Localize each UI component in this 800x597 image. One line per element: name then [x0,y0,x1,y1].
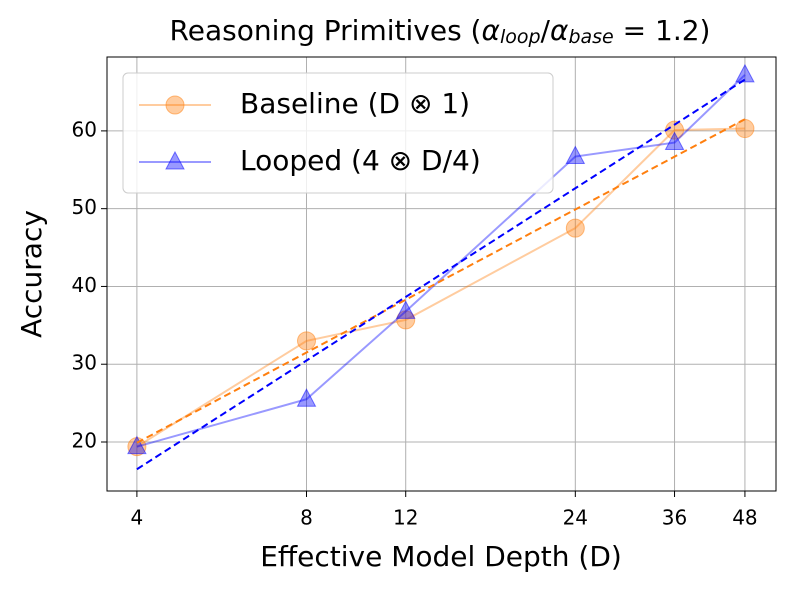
chart-title: Reasoning Primitives (αloop/αbase = 1.2) [170,14,711,48]
y-tick-label: 20 [72,429,97,453]
y-tick-label: 50 [72,195,97,219]
marker [735,119,755,139]
title-part: / [541,14,551,47]
marker [127,435,147,455]
title-part: Reasoning Primitives ( [170,14,482,47]
plot-frame [106,56,777,492]
marker [565,145,586,165]
x-axis-label: Effective Model Depth (D) [260,540,622,573]
y-tick-label: 30 [72,351,97,375]
legend-label: Looped (4 ⊗ D/4) [240,144,481,177]
legend-label: Baseline (D ⊗ 1) [240,87,470,120]
title-part: α [481,14,500,47]
legend-marker [165,95,185,115]
x-tick-label: 4 [131,506,144,530]
marker [565,218,585,238]
x-tick-label: 12 [393,506,418,530]
y-tick-label: 60 [72,117,97,141]
marker [296,331,316,351]
title-part: base [568,26,613,48]
y-axis-label: Accuracy [15,210,48,338]
marker [735,63,755,83]
series-line [136,127,745,448]
title-part: α [550,14,569,47]
marker [664,131,685,151]
marker [396,310,416,330]
series-line [136,74,746,448]
x-tick-label: 48 [732,506,757,530]
x-tick-label: 36 [662,506,687,530]
legend-marker [165,150,185,170]
legend-box [122,72,554,194]
title-part: loop [500,26,541,48]
marker [395,300,416,319]
trend-line [136,118,746,444]
x-tick-label: 8 [300,506,313,530]
y-tick-label: 40 [72,273,97,297]
x-tick-label: 24 [563,506,588,530]
title-part: = 1.2) [614,14,711,47]
marker [296,388,317,407]
